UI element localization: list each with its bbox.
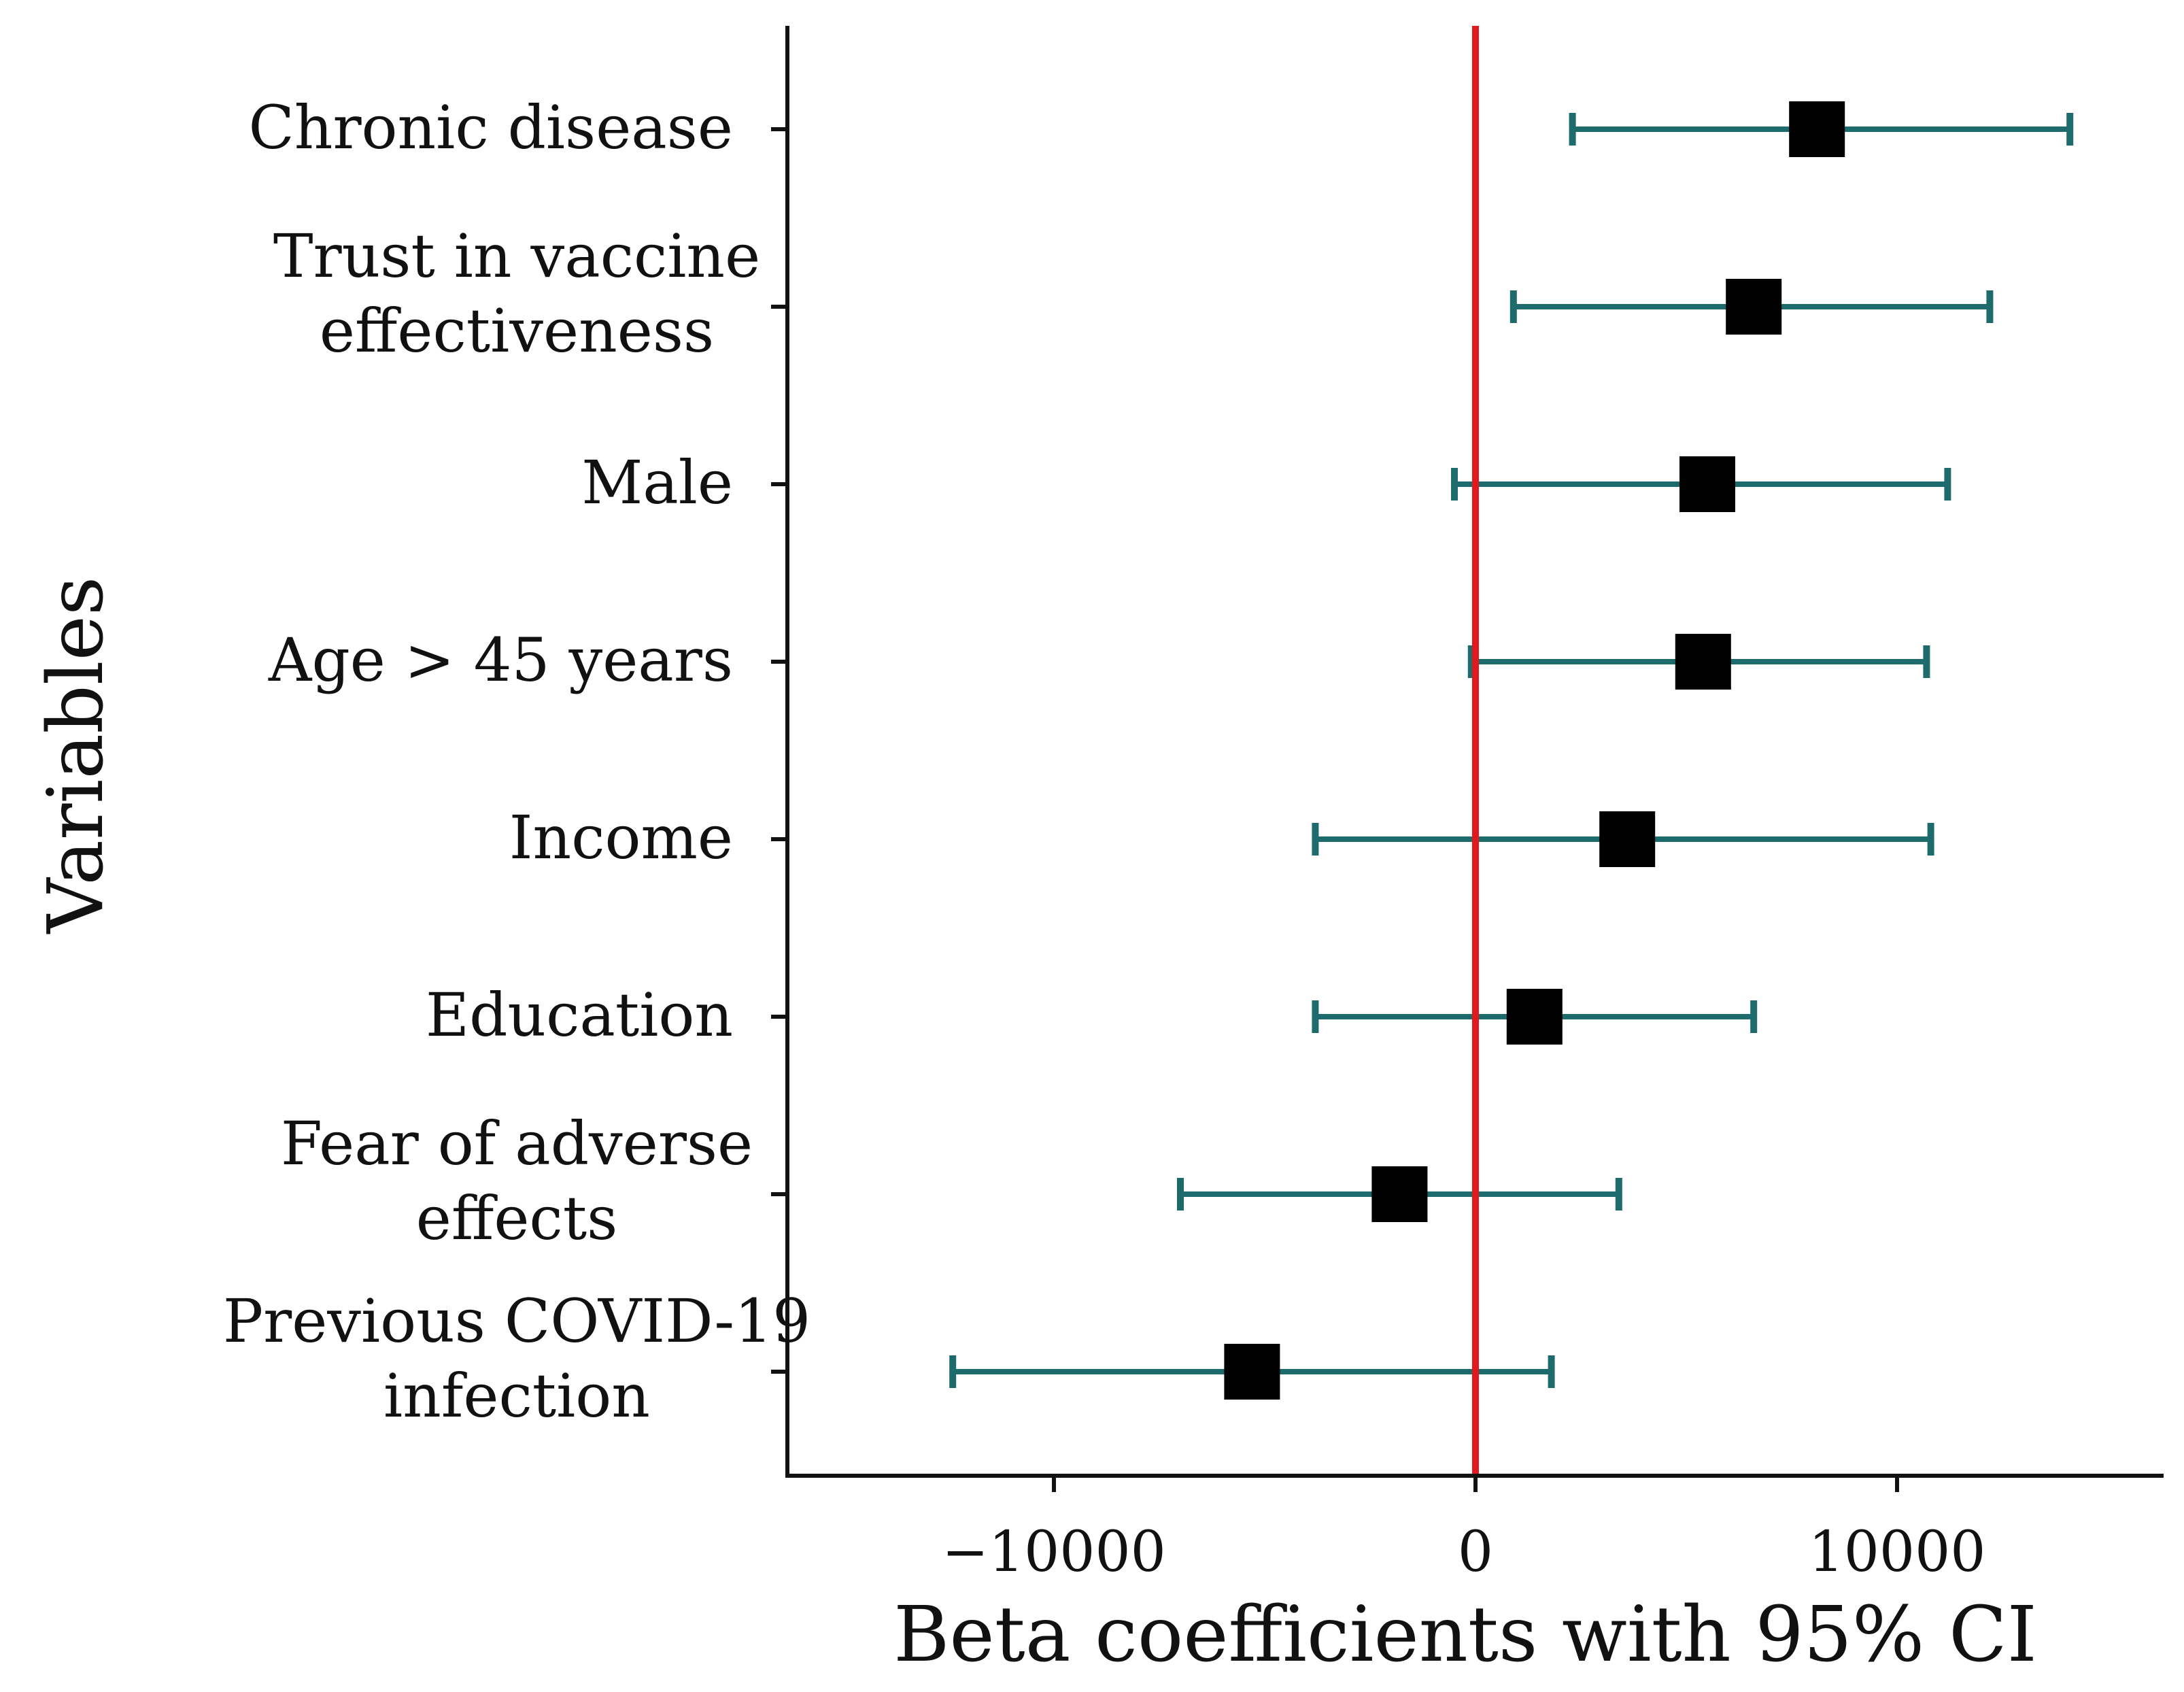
y-axis-title: Variables (32, 577, 120, 935)
point-estimate (1679, 456, 1735, 512)
point-estimate (1224, 1344, 1280, 1400)
axis-layer: −10000 0 10000 (771, 26, 2164, 1585)
category-label-line: infection (383, 1361, 650, 1431)
point-estimate (1371, 1166, 1428, 1222)
label-layer: Chronic disease Trust in vaccineeffective… (223, 92, 811, 1431)
category-label-line: Fear of adverse (281, 1109, 753, 1179)
point-estimate (1726, 279, 1782, 335)
category-label: Male (581, 447, 733, 518)
point-estimate (1506, 989, 1563, 1045)
point-estimate (1789, 101, 1845, 157)
x-tick-label: 10000 (1809, 1520, 1986, 1585)
category-label: Chronic disease (248, 92, 733, 163)
ci-layer (949, 113, 2074, 1388)
category-label-line: Trust in vaccine (273, 221, 760, 291)
x-tick-label: 0 (1458, 1520, 1493, 1585)
category-label: Age > 45 years (268, 625, 733, 695)
x-axis-title: Beta coefficients with 95% CI (893, 1591, 2037, 1679)
category-label-line: Previous COVID-19 (223, 1286, 811, 1356)
category-label-line: effects (416, 1183, 617, 1253)
x-tick-label: −10000 (942, 1520, 1166, 1585)
category-label: Income (509, 802, 733, 873)
point-estimate (1675, 634, 1731, 690)
category-label-line: effectiveness (320, 296, 714, 366)
point-layer (1224, 101, 1845, 1400)
category-label: Education (426, 980, 733, 1050)
point-estimate (1599, 811, 1656, 867)
